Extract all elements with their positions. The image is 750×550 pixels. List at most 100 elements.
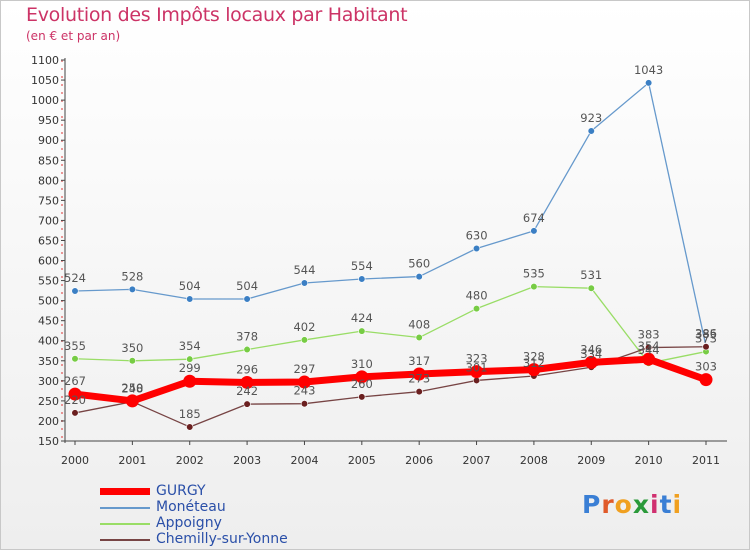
data-label-chemilly-sur-yonne: 242: [236, 384, 258, 398]
proxiti-logo: Proxiti: [582, 490, 682, 519]
logo-letter: x: [632, 490, 650, 519]
data-point-appoigny: [186, 355, 194, 363]
x-tick-label: 2011: [692, 454, 720, 467]
logo-letter: o: [614, 490, 633, 519]
data-label-moneteau-display: 554: [351, 259, 373, 273]
data-label-appoigny: 354: [179, 339, 201, 353]
data-point-gurgy: [642, 352, 656, 366]
data-label-gurgy: 323: [466, 352, 488, 366]
data-point-gurgy: [355, 370, 369, 384]
data-point-gurgy: [412, 367, 426, 381]
data-point-chemilly-sur-yonne: [243, 400, 251, 408]
data-point-gurgy: [470, 365, 484, 379]
data-point-moneteau-display: [358, 275, 366, 283]
logo-letter: i: [672, 490, 683, 519]
data-label-chemilly-sur-yonne: 248: [121, 382, 143, 396]
y-tick-label: 200: [38, 415, 59, 428]
data-label-moneteau-display: 630: [466, 228, 488, 242]
data-label-appoigny: 402: [293, 320, 315, 334]
x-tick-label: 2000: [61, 454, 89, 467]
x-tick-label: 2007: [463, 454, 491, 467]
y-tick-label: 150: [38, 435, 59, 448]
data-point-gurgy: [240, 375, 254, 389]
y-tick-label: 400: [38, 335, 59, 348]
y-tick-label: 900: [38, 134, 59, 147]
data-point-gurgy: [183, 374, 197, 388]
y-tick-label: 750: [38, 194, 59, 207]
data-label-moneteau-display: 504: [179, 279, 201, 293]
data-label-gurgy: 354: [638, 339, 660, 353]
data-label-chemilly-sur-yonne: 312: [523, 356, 545, 370]
data-label-chemilly-sur-yonne: 334: [580, 347, 602, 361]
data-point-gurgy: [125, 394, 139, 408]
data-point-moneteau-display: [530, 227, 538, 235]
data-point-moneteau-display: [186, 295, 194, 303]
data-point-appoigny: [472, 305, 481, 313]
data-label-moneteau-display: 674: [523, 211, 545, 225]
data-label-moneteau-display: 504: [236, 279, 258, 293]
data-label-chemilly-sur-yonne: 243: [293, 384, 315, 398]
y-tick-label: 1100: [31, 54, 59, 67]
y-tick-label: 1050: [31, 74, 59, 87]
x-tick-label: 2006: [405, 454, 433, 467]
y-tick-label: 800: [38, 174, 59, 187]
data-point-chemilly-sur-yonne: [702, 343, 710, 351]
data-point-chemilly-sur-yonne: [186, 423, 194, 431]
data-label-chemilly-sur-yonne: 385: [695, 327, 717, 341]
data-point-appoigny: [415, 333, 423, 342]
y-tick-label: 950: [38, 114, 59, 127]
data-label-gurgy: 317: [408, 354, 430, 368]
series-line-appoigny: [74, 285, 707, 364]
data-label-moneteau-display: 524: [64, 271, 86, 285]
data-label-moneteau-display: 1043: [634, 63, 663, 77]
data-label-gurgy: 299: [179, 361, 201, 375]
logo-letter: i: [650, 490, 660, 519]
data-point-chemilly-sur-yonne: [472, 376, 481, 385]
data-point-chemilly-sur-yonne: [645, 343, 653, 352]
logo-letter: t: [659, 490, 673, 519]
data-label-moneteau-display: 544: [293, 263, 315, 277]
logo-letter: r: [601, 490, 615, 519]
data-label-appoigny: 408: [408, 318, 430, 332]
data-point-chemilly-sur-yonne: [71, 409, 79, 417]
x-tick-label: 2002: [176, 454, 204, 467]
data-point-appoigny: [587, 284, 595, 292]
x-tick-label: 2004: [290, 454, 318, 467]
data-label-gurgy: 297: [293, 362, 315, 376]
legend-swatch-gurgy: [100, 488, 150, 495]
chart-subtitle: (en € et par an): [26, 29, 121, 43]
legend-label-moneteau: Monéteau: [156, 499, 226, 515]
data-point-appoigny: [71, 355, 79, 363]
data-label-moneteau-display: 923: [580, 111, 602, 125]
x-tick-label: 2001: [118, 454, 146, 467]
data-point-moneteau-display: [128, 285, 136, 294]
data-point-chemilly-sur-yonne: [300, 400, 309, 408]
data-point-gurgy: [68, 387, 82, 401]
data-label-appoigny: 531: [580, 268, 602, 282]
y-tick-label: 250: [38, 395, 59, 408]
y-tick-label: 300: [38, 375, 59, 388]
data-point-moneteau-display: [587, 127, 595, 135]
legend-swatch-moneteau: [100, 507, 150, 509]
data-point-appoigny: [300, 336, 309, 344]
data-label-moneteau-display: 386: [695, 326, 717, 340]
data-label-appoigny: 344: [638, 343, 660, 357]
data-label-appoigny: 424: [351, 311, 373, 325]
y-tick-label: 500: [38, 295, 59, 308]
data-point-gurgy: [699, 373, 713, 387]
data-point-moneteau-display: [71, 287, 79, 295]
data-label-appoigny: 355: [64, 339, 86, 353]
data-point-appoigny: [128, 357, 136, 365]
y-tick-label: 350: [38, 355, 59, 368]
x-tick-label: 2005: [348, 454, 376, 467]
data-point-moneteau-display: [415, 272, 423, 281]
data-label-gurgy: 346: [580, 342, 602, 356]
legend-label-appoigny: Appoigny: [156, 515, 222, 531]
data-label-gurgy: 303: [695, 360, 717, 374]
series-line-gurgy: [74, 355, 708, 405]
data-label-chemilly-sur-yonne: 301: [466, 360, 488, 374]
data-point-appoigny: [243, 345, 251, 354]
legend-swatch-appoigny: [100, 523, 150, 525]
legend-label-chemilly: Chemilly-sur-Yonne: [156, 531, 288, 547]
